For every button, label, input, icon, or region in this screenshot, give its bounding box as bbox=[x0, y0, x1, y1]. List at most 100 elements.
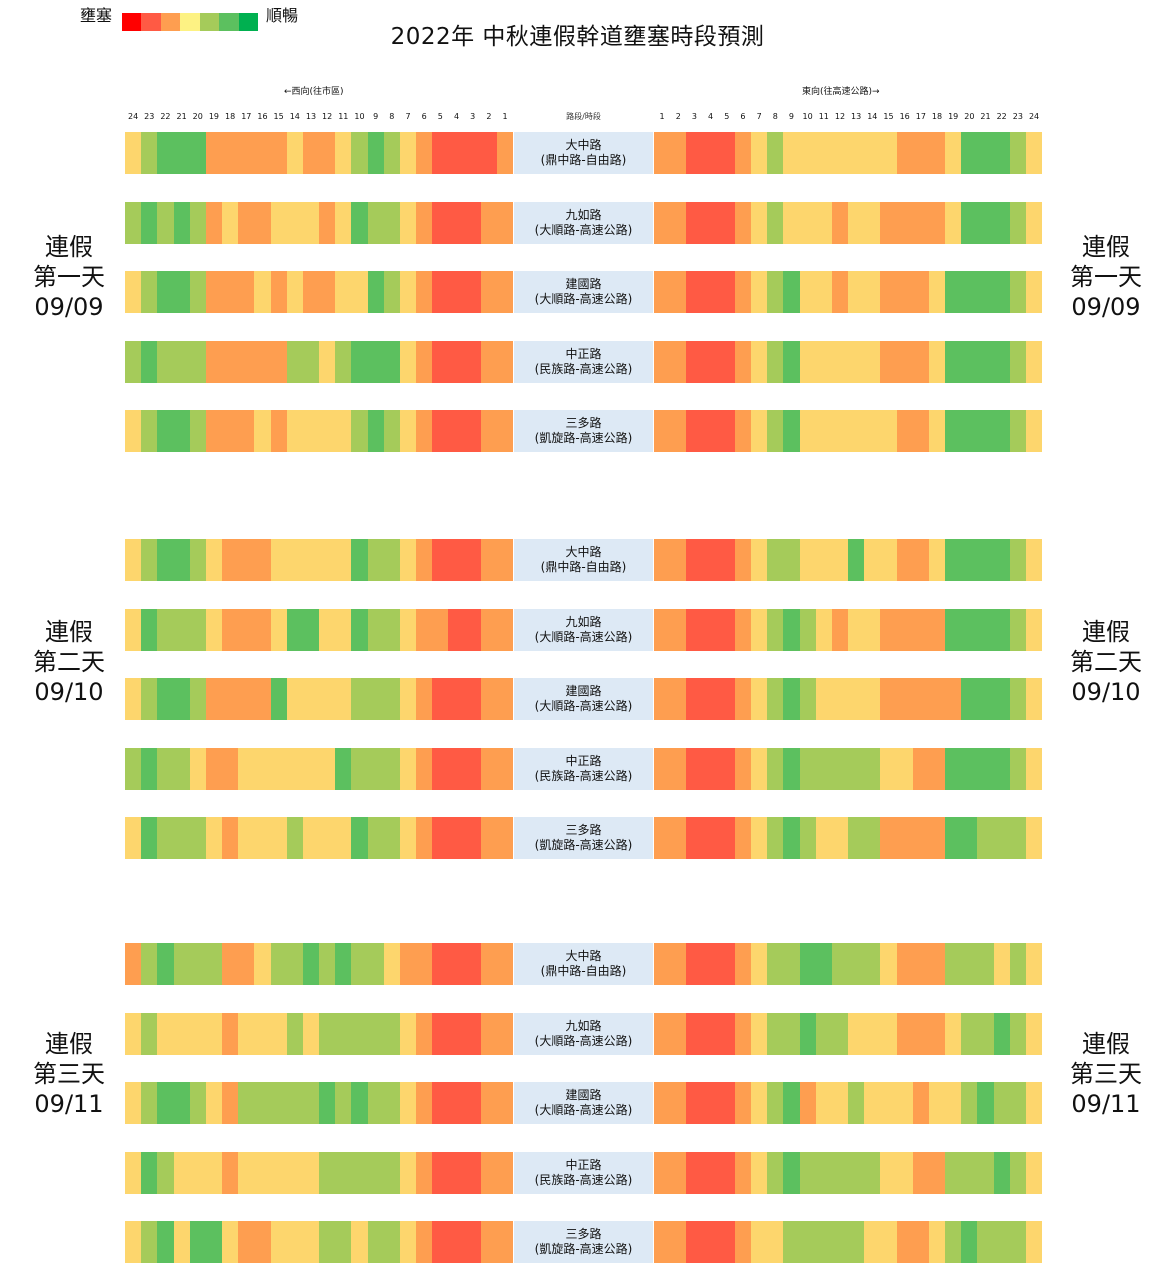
heat-cell bbox=[383, 1082, 400, 1124]
heat-cell bbox=[751, 817, 768, 859]
heat-cell bbox=[993, 747, 1010, 790]
east-hour-tick: 23 bbox=[1012, 112, 1023, 121]
heat-cell bbox=[464, 1221, 481, 1263]
heat-cell bbox=[686, 539, 703, 581]
heat-cell bbox=[432, 1221, 449, 1263]
heat-cell bbox=[173, 747, 190, 790]
heat-cell bbox=[351, 340, 368, 383]
heat-cell bbox=[399, 1012, 417, 1055]
road-label: 三多路 (凱旋路-高速公路) bbox=[514, 410, 653, 452]
day-label-line: 09/11 bbox=[1071, 1090, 1141, 1118]
heat-cell bbox=[270, 1151, 287, 1194]
east-hour-tick: 2 bbox=[675, 112, 681, 121]
heat-cell bbox=[464, 1082, 481, 1124]
heat-cell bbox=[432, 201, 449, 244]
heat-cell bbox=[270, 410, 287, 452]
heat-cell bbox=[302, 1012, 320, 1055]
heat-cell bbox=[670, 1151, 687, 1194]
heat-cell bbox=[302, 1151, 320, 1194]
heat-cell bbox=[993, 271, 1010, 313]
heat-cell bbox=[157, 608, 174, 651]
heat-cell bbox=[928, 539, 946, 581]
east-hour-tick: 5 bbox=[724, 112, 730, 121]
heat-cell bbox=[480, 201, 497, 244]
heat-cell bbox=[993, 132, 1010, 174]
heat-cell bbox=[945, 132, 962, 174]
heat-cell bbox=[686, 1082, 703, 1124]
heat-cell bbox=[205, 1012, 223, 1055]
road-label: 大中路 (鼎中路-自由路) bbox=[514, 132, 653, 174]
heat-cell bbox=[367, 1082, 384, 1124]
heat-cell bbox=[912, 747, 929, 790]
heat-cell bbox=[367, 201, 384, 244]
heat-cell bbox=[157, 271, 174, 313]
heat-cell bbox=[432, 340, 449, 383]
heat-cell bbox=[686, 747, 703, 790]
east-hour-tick: 4 bbox=[708, 112, 714, 121]
heat-cell bbox=[751, 539, 768, 581]
west-hour-tick: 8 bbox=[389, 112, 395, 121]
heat-cell bbox=[896, 340, 913, 383]
east-hour-tick: 20 bbox=[964, 112, 975, 121]
west-hour-tick: 14 bbox=[289, 112, 300, 121]
heat-cell bbox=[864, 1082, 881, 1124]
heat-cell bbox=[302, 539, 320, 581]
west-heat-row bbox=[125, 1221, 514, 1263]
chart-title: 2022年 中秋連假幹道壅塞時段預測 bbox=[390, 24, 765, 50]
east-hour-tick: 12 bbox=[834, 112, 846, 121]
heat-cell bbox=[945, 678, 962, 720]
heat-cell bbox=[464, 132, 481, 174]
heat-cell bbox=[799, 539, 816, 581]
heat-cell bbox=[448, 1221, 465, 1263]
heat-cell bbox=[751, 1012, 768, 1055]
heat-cell bbox=[496, 747, 514, 790]
heat-cell bbox=[815, 410, 832, 452]
heat-cell bbox=[125, 201, 142, 244]
road-label: 中正路 (民族路-高速公路) bbox=[514, 1151, 653, 1194]
heat-cell bbox=[205, 608, 223, 651]
heat-cell bbox=[993, 1151, 1010, 1194]
legend-swatch bbox=[199, 13, 220, 31]
heat-cell bbox=[464, 747, 481, 790]
heat-cell bbox=[880, 1221, 897, 1263]
road-name: 大中路 bbox=[565, 138, 602, 152]
heat-cell bbox=[783, 943, 800, 985]
heat-cell bbox=[734, 271, 752, 313]
heat-cell bbox=[302, 201, 320, 244]
heat-cell bbox=[686, 132, 703, 174]
heat-cell bbox=[351, 608, 368, 651]
heat-cell bbox=[831, 132, 849, 174]
road-section: (大順路-高速公路) bbox=[534, 629, 633, 644]
heat-cell bbox=[686, 201, 703, 244]
heat-cell bbox=[432, 817, 449, 859]
heat-cell bbox=[734, 410, 752, 452]
road-name: 九如路 bbox=[565, 1018, 602, 1033]
heat-cell bbox=[238, 943, 255, 985]
heat-cell bbox=[383, 1221, 400, 1263]
heat-cell bbox=[222, 747, 239, 790]
heat-cell bbox=[383, 747, 400, 790]
heat-cell bbox=[751, 608, 768, 651]
heat-cell bbox=[254, 608, 271, 651]
legend-swatch bbox=[141, 13, 161, 31]
heat-cell bbox=[1025, 608, 1043, 651]
heat-cell bbox=[157, 539, 174, 581]
heat-cell bbox=[993, 1012, 1010, 1055]
heat-cell bbox=[831, 340, 849, 383]
heat-cell bbox=[734, 132, 752, 174]
heat-cell bbox=[702, 678, 719, 720]
east-hour-tick: 16 bbox=[899, 112, 910, 121]
road-label: 九如路 (大順路-高速公路) bbox=[514, 1012, 653, 1055]
heat-cell bbox=[961, 410, 978, 452]
heat-cell bbox=[351, 1221, 368, 1263]
heat-cell bbox=[399, 539, 417, 581]
road-name: 九如路 bbox=[565, 207, 602, 222]
heat-cell bbox=[961, 132, 978, 174]
heat-cell bbox=[319, 747, 336, 790]
heat-cell bbox=[335, 539, 352, 581]
heat-cell bbox=[351, 1082, 368, 1124]
heat-cell bbox=[815, 678, 832, 720]
heat-cell bbox=[654, 1221, 671, 1263]
heat-cell bbox=[799, 1151, 816, 1194]
heat-cell bbox=[864, 1221, 881, 1263]
